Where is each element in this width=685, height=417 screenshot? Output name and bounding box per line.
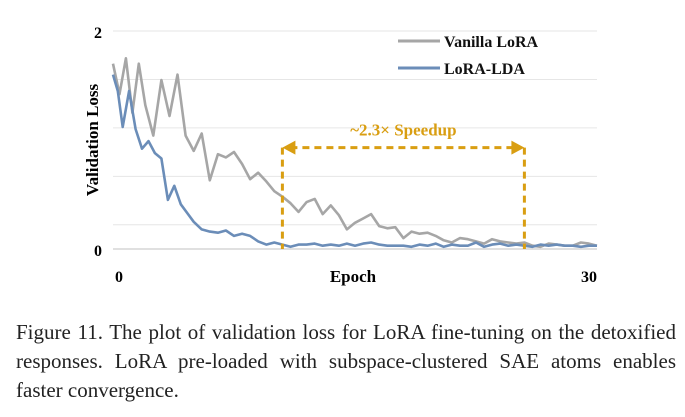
speedup-annotation: ~2.3× Speedup [280, 121, 526, 249]
vanilla-lora-line [111, 56, 598, 249]
x-axis-label: Epoch [330, 267, 377, 286]
legend: Vanilla LoRA LoRA-LDA [398, 34, 539, 78]
x-tick-min: 0 [115, 269, 123, 286]
legend-label-lora-lda: LoRA-LDA [444, 61, 525, 78]
figure-caption: Figure 11. The plot of validation loss f… [16, 320, 676, 402]
y-tick-max: 2 [94, 25, 102, 42]
loss-chart: ~2.3× Speedup Vanilla LoRA LoRA-LDA 2 0 … [83, 25, 598, 286]
speedup-arrowhead-left [282, 140, 296, 155]
legend-label-vanilla-lora: Vanilla LoRA [444, 34, 539, 51]
grid-lines [113, 30, 597, 226]
lora-lda-line [111, 74, 597, 249]
speedup-label: ~2.3× Speedup [350, 121, 456, 140]
y-axis-label: Validation Loss [83, 83, 102, 196]
speedup-arrowhead-right [511, 140, 525, 155]
y-tick-min: 0 [94, 243, 102, 260]
plot-area [113, 31, 597, 249]
series-layer [111, 56, 598, 249]
x-tick-max: 30 [581, 269, 597, 286]
